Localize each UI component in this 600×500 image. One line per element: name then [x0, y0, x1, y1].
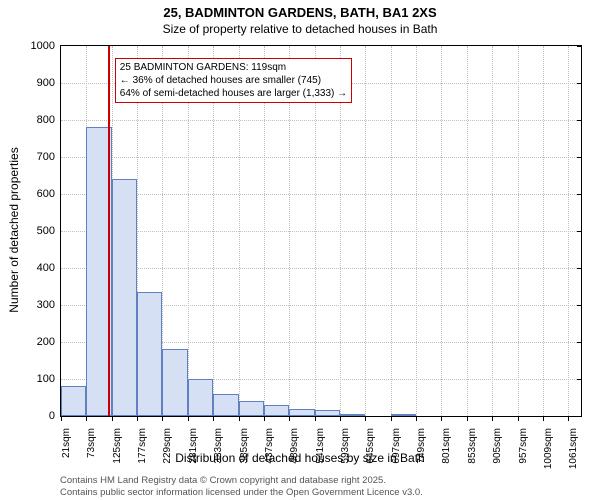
y-tick-mark [577, 268, 582, 269]
y-tick-label: 800 [37, 114, 61, 126]
histogram-bar [188, 379, 213, 416]
grid-line-v [441, 46, 442, 416]
annotation-line: 64% of semi-detached houses are larger (… [120, 87, 347, 100]
x-tick-mark [391, 416, 392, 421]
x-tick-mark [416, 416, 417, 421]
x-tick-mark [264, 416, 265, 421]
y-tick-mark [577, 120, 582, 121]
histogram-bar [239, 401, 264, 416]
x-tick-mark [340, 416, 341, 421]
x-tick-mark [86, 416, 87, 421]
x-tick-mark [568, 416, 569, 421]
y-tick-mark [577, 83, 582, 84]
footer-attribution: Contains HM Land Registry data © Crown c… [60, 475, 423, 498]
y-tick-label: 900 [37, 77, 61, 89]
x-tick-mark [289, 416, 290, 421]
annotation-line: ← 36% of detached houses are smaller (74… [120, 74, 347, 87]
marker-line [108, 46, 110, 416]
x-tick-mark [315, 416, 316, 421]
histogram-bar [112, 179, 137, 416]
x-tick-mark [467, 416, 468, 421]
y-tick-mark [577, 194, 582, 195]
x-tick-mark [365, 416, 366, 421]
grid-line-h [61, 120, 581, 121]
x-tick-mark [112, 416, 113, 421]
grid-line-v [467, 46, 468, 416]
annotation-line: 25 BADMINTON GARDENS: 119sqm [120, 61, 347, 74]
annotation-box: 25 BADMINTON GARDENS: 119sqm← 36% of det… [115, 58, 352, 103]
histogram-bar [315, 410, 340, 416]
grid-line-v [391, 46, 392, 416]
y-tick-mark [577, 231, 582, 232]
grid-line-v [568, 46, 569, 416]
plot-area: 0100200300400500600700800900100021sqm73s… [60, 45, 582, 417]
y-tick-mark [577, 305, 582, 306]
grid-line-v [518, 46, 519, 416]
x-tick-mark [441, 416, 442, 421]
y-tick-label: 0 [49, 410, 61, 422]
histogram-bar [137, 292, 162, 416]
y-tick-mark [577, 416, 582, 417]
y-tick-mark [577, 379, 582, 380]
y-tick-label: 100 [37, 373, 61, 385]
x-tick-mark [518, 416, 519, 421]
grid-line-h [61, 157, 581, 158]
y-tick-mark [577, 46, 582, 47]
y-tick-label: 500 [37, 225, 61, 237]
y-tick-label: 600 [37, 188, 61, 200]
histogram-bar [213, 394, 238, 416]
chart-title-sub: Size of property relative to detached ho… [0, 22, 600, 36]
chart-title-main: 25, BADMINTON GARDENS, BATH, BA1 2XS [0, 5, 600, 20]
x-tick-mark [492, 416, 493, 421]
y-tick-label: 400 [37, 262, 61, 274]
grid-line-v [543, 46, 544, 416]
histogram-bar [391, 414, 416, 416]
histogram-bar [264, 405, 289, 416]
x-tick-mark [188, 416, 189, 421]
x-tick-mark [61, 416, 62, 421]
footer-line-2: Contains public sector information licen… [60, 487, 423, 498]
y-tick-mark [577, 342, 582, 343]
y-axis-label: Number of detached properties [7, 147, 21, 312]
x-tick-mark [162, 416, 163, 421]
grid-line-h [61, 231, 581, 232]
grid-line-v [365, 46, 366, 416]
y-tick-label: 300 [37, 299, 61, 311]
histogram-bar [162, 349, 187, 416]
grid-line-h [61, 268, 581, 269]
x-axis-label: Distribution of detached houses by size … [0, 451, 600, 465]
x-tick-mark [239, 416, 240, 421]
x-tick-mark [137, 416, 138, 421]
y-tick-label: 700 [37, 151, 61, 163]
y-tick-label: 200 [37, 336, 61, 348]
histogram-bar [61, 386, 86, 416]
grid-line-h [61, 194, 581, 195]
x-tick-mark [543, 416, 544, 421]
y-tick-label: 1000 [31, 40, 61, 52]
histogram-bar [340, 414, 365, 416]
y-tick-mark [577, 157, 582, 158]
x-tick-mark [213, 416, 214, 421]
grid-line-v [416, 46, 417, 416]
grid-line-v [492, 46, 493, 416]
chart-container: 25, BADMINTON GARDENS, BATH, BA1 2XS Siz… [0, 0, 600, 500]
footer-line-1: Contains HM Land Registry data © Crown c… [60, 475, 423, 486]
histogram-bar [289, 409, 314, 416]
